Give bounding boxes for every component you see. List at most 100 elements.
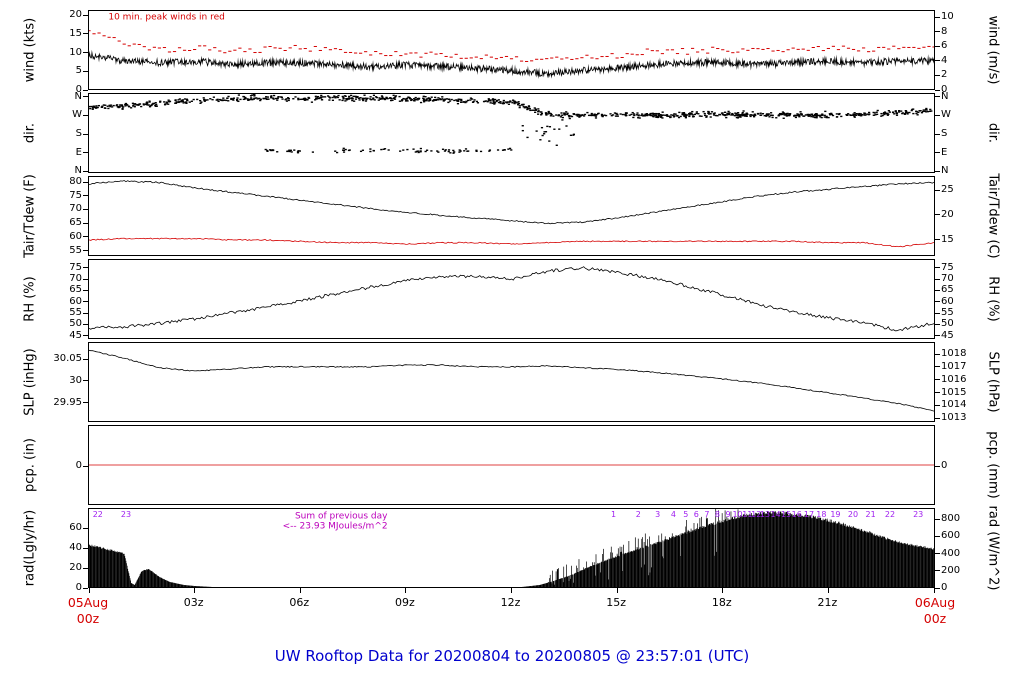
y-tick-label-right: 75	[941, 261, 954, 273]
y-axis-label-left-wind: wind (kts)	[22, 17, 38, 83]
y-tick-mark-right	[935, 31, 940, 33]
y-tick-label-left: 70	[69, 203, 82, 215]
y-tick-mark-left	[83, 114, 88, 116]
y-tick-mark-right	[935, 353, 940, 355]
y-tick-label-right: 1013	[941, 412, 967, 424]
y-tick-label-left: N	[74, 165, 82, 177]
y-tick-mark-left	[83, 527, 88, 529]
x-tick-mark	[616, 587, 618, 593]
x-axis-end-date: 06Aug 00z	[915, 595, 955, 627]
x-tick-label: 09z	[394, 596, 415, 609]
y-tick-label-right: 10	[941, 11, 954, 23]
y-tick-mark-left	[83, 267, 88, 269]
x-tick-mark	[88, 587, 90, 593]
y-tick-mark-left	[83, 567, 88, 569]
y-tick-label-left: W	[72, 109, 82, 121]
y-tick-mark-right	[935, 335, 940, 337]
y-axis-label-left-rad: rad(Lgly/hr)	[22, 509, 38, 587]
y-tick-label-left: 0	[75, 582, 82, 593]
y-axis-label-right-rh: RH (%)	[985, 276, 1001, 322]
y-tick-label-right: S	[941, 128, 948, 139]
y-tick-label-right: E	[941, 146, 948, 158]
y-tick-mark-right	[935, 417, 940, 419]
y-tick-mark-left	[83, 96, 88, 98]
x-tick-label: 21z	[817, 596, 838, 609]
wind-plot-canvas	[89, 11, 934, 89]
y-tick-mark-left	[83, 301, 88, 303]
y-tick-mark-left	[83, 33, 88, 35]
y-tick-mark-left	[83, 465, 88, 467]
panel-rad: 0 20 40 60 0 200 400 600 800	[69, 508, 960, 593]
y-tick-mark-left	[83, 170, 88, 172]
y-tick-mark-left	[83, 70, 88, 72]
y-tick-label-left: 60	[69, 295, 82, 307]
y-tick-mark-left	[83, 195, 88, 197]
y-tick-label-right: 8	[941, 25, 948, 37]
y-tick-label-left: 65	[69, 284, 82, 296]
y-tick-mark-right	[935, 379, 940, 381]
y-tick-label-left: 10	[69, 46, 82, 58]
y-tick-label-right: 600	[941, 530, 961, 542]
slp-plot-canvas	[89, 343, 934, 421]
x-tick-mark	[194, 587, 196, 593]
y-tick-mark-left	[83, 236, 88, 238]
y-tick-mark-right	[935, 366, 940, 368]
y-tick-label-right: 6	[941, 40, 948, 52]
y-tick-mark-left	[83, 208, 88, 210]
y-axis-label-left-slp: SLP (inHg)	[22, 348, 38, 416]
x-tick-label: 15z	[606, 596, 627, 609]
y-tick-mark-left	[83, 358, 88, 360]
x-end-hour-line: 00z	[923, 611, 947, 626]
y-axis-label-left-rh: RH (%)	[22, 276, 38, 322]
y-tick-mark-right	[935, 60, 940, 62]
y-tick-mark-right	[935, 323, 940, 325]
x-tick-mark	[933, 587, 935, 593]
y-tick-mark-right	[935, 114, 940, 116]
y-tick-mark-left	[83, 547, 88, 549]
y-tick-mark-right	[935, 89, 940, 91]
tair-plot-canvas	[89, 177, 934, 255]
y-tick-label-left: 60	[69, 230, 82, 242]
y-tick-mark-left	[83, 312, 88, 314]
y-tick-mark-right	[935, 170, 940, 172]
y-tick-label-left: 30	[69, 374, 82, 386]
y-tick-mark-right	[935, 392, 940, 394]
y-tick-mark-right	[935, 278, 940, 280]
y-tick-label-right: 0	[941, 460, 948, 471]
y-tick-mark-left	[83, 380, 88, 382]
y-tick-label-left: 55	[69, 307, 82, 318]
y-tick-mark-right	[935, 404, 940, 406]
x-tick-mark	[722, 587, 724, 593]
y-tick-mark-right	[935, 16, 940, 18]
x-start-date-line: 05Aug	[67, 595, 109, 610]
y-tick-label-left: E	[75, 146, 82, 158]
x-tick-label: 06z	[289, 596, 310, 609]
y-tick-mark-left	[83, 89, 88, 91]
y-axis-label-left-pcp: pcp. (in)	[22, 438, 38, 492]
y-axis-label-right-dir: dir.	[985, 122, 1001, 144]
x-tick-label: 18z	[711, 596, 732, 609]
y-tick-mark-right	[935, 301, 940, 303]
pcp-plot-canvas	[89, 426, 934, 504]
y-tick-label-right: 1017	[941, 360, 967, 372]
y-tick-mark-left	[83, 587, 88, 589]
y-tick-label-left: 75	[69, 261, 82, 273]
y-tick-label-right: 20	[941, 208, 954, 220]
y-tick-mark-right	[935, 535, 940, 537]
panel-slp: 30.05 30 29.95 1013 1014 1015 1016 1017 1018	[53, 342, 966, 423]
y-tick-label-left: 45	[69, 329, 82, 341]
y-tick-mark-left	[83, 323, 88, 325]
y-axis-label-right-tair: Tair/Tdew (C)	[985, 173, 1001, 259]
y-tick-label-right: 2	[941, 69, 948, 81]
y-tick-mark-right	[935, 214, 940, 216]
y-tick-mark-right	[935, 289, 940, 291]
y-tick-mark-right	[935, 96, 940, 98]
y-tick-mark-right	[935, 133, 940, 135]
y-tick-label-left: 60	[69, 522, 82, 533]
y-tick-mark-right	[935, 312, 940, 314]
x-tick-mark	[405, 587, 407, 593]
y-tick-label-right: 70	[941, 273, 954, 285]
y-tick-mark-left	[83, 335, 88, 337]
y-axis-label-left-tair: Tair/Tdew (F)	[22, 174, 38, 258]
